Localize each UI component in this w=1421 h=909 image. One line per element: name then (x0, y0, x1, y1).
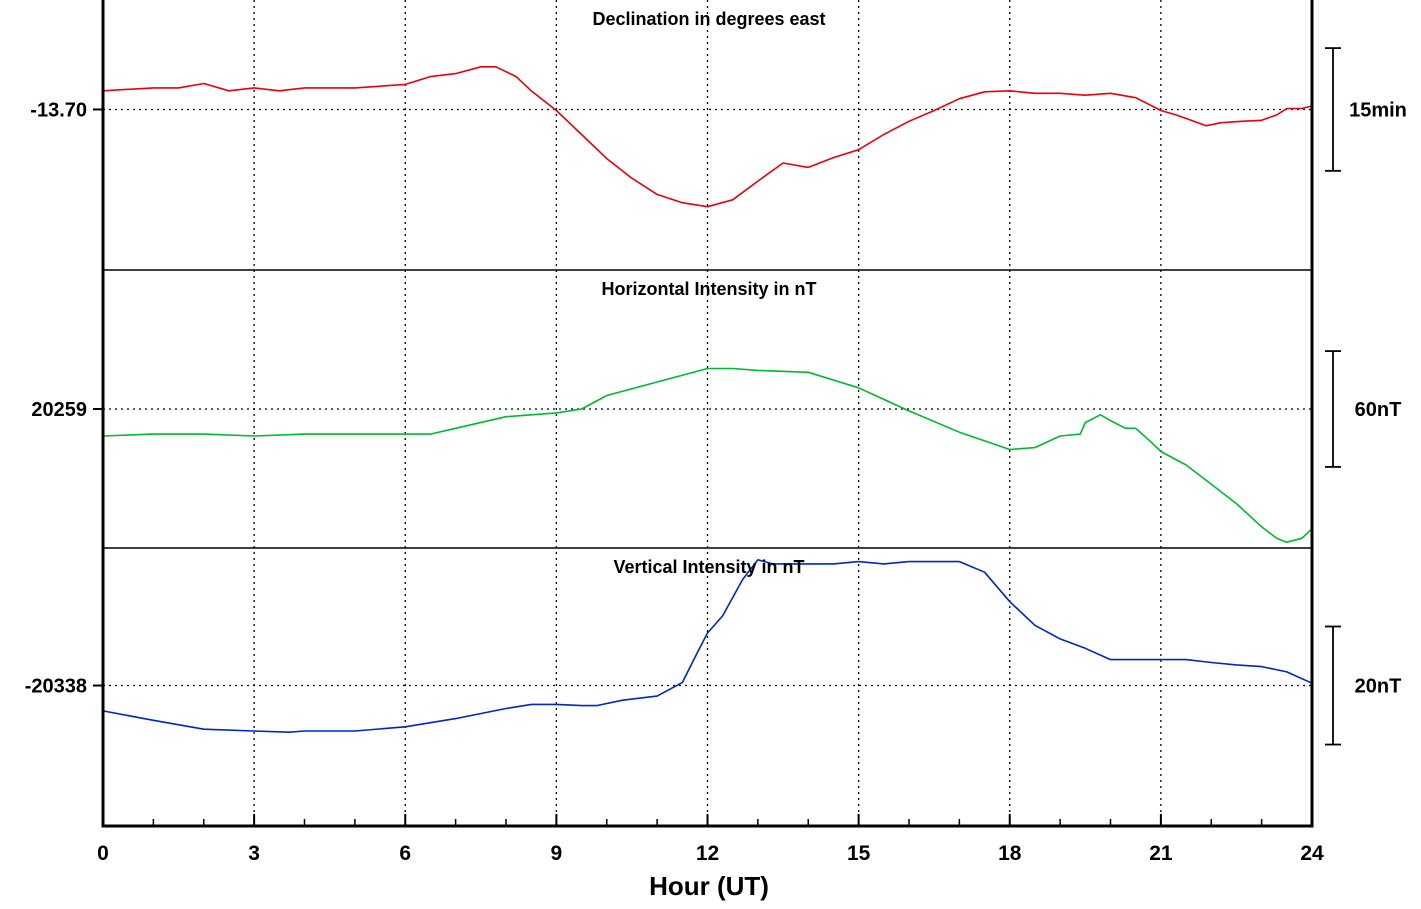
x-tick-label-3: 3 (248, 842, 260, 865)
vertical-panel-title: Vertical Intensity in nT (613, 557, 804, 577)
vertical-series-line (102, 559, 1313, 733)
x-tick-label-18: 18 (998, 842, 1022, 865)
declination-baseline-label: -13.70 (30, 99, 87, 121)
horizontal-scale-label: 60nT (1355, 399, 1402, 421)
horizontal-panel-title: Horizontal Intensity in nT (602, 279, 817, 299)
label-layer: -13.70 Declination in degrees east 15min 20… (25, 9, 1407, 865)
x-tick-label-15: 15 (847, 842, 871, 865)
vertical-baseline-label: -20338 (25, 676, 87, 698)
x-tick-label-6: 6 (399, 842, 411, 865)
x-tick-label-24: 24 (1300, 842, 1324, 865)
vertical-scale-label: 20nT (1355, 676, 1402, 698)
x-axis-label: Hour (UT) (649, 871, 769, 901)
x-tick-label-21: 21 (1149, 842, 1173, 865)
series-layer (102, 66, 1313, 733)
declination-scale-label: 15min (1349, 99, 1407, 121)
x-tick-label-0: 0 (97, 842, 109, 865)
grid-layer (103, 0, 1312, 826)
x-tick-label-9: 9 (551, 842, 563, 865)
frame-layer (93, 0, 1341, 828)
declination-series-line (102, 66, 1313, 208)
horizontal-baseline-label: 20259 (31, 399, 87, 421)
declination-panel-title: Declination in degrees east (592, 9, 825, 29)
horizontal-series-line (102, 367, 1313, 543)
x-tick-label-12: 12 (696, 842, 719, 865)
